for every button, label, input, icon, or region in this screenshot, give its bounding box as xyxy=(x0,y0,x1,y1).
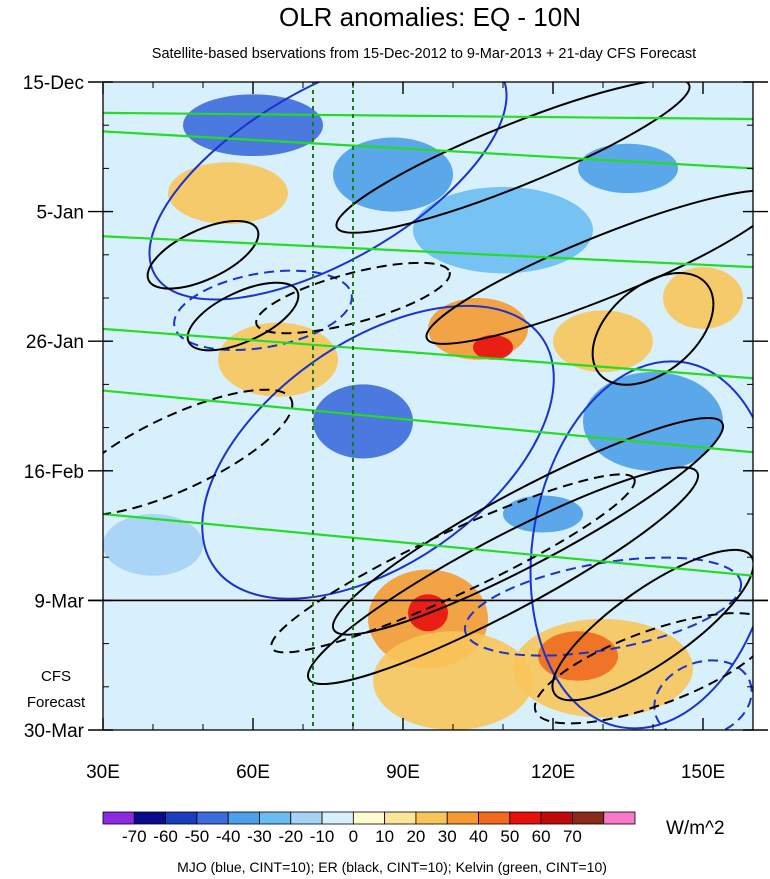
colorbar-label: 30 xyxy=(438,827,457,846)
er-contour xyxy=(591,272,715,386)
colorbar-label: -50 xyxy=(185,827,210,846)
er-contour xyxy=(146,219,260,290)
y-tick-label: 16-Feb xyxy=(24,462,84,483)
colorbar-label: -20 xyxy=(278,827,303,846)
colorbar-swatch xyxy=(290,811,323,825)
kelvin-contour xyxy=(103,327,753,380)
colorbar-label: -40 xyxy=(216,827,241,846)
kelvin-contour xyxy=(103,512,753,577)
er-contour xyxy=(186,281,300,352)
er-contour xyxy=(103,388,294,516)
anomaly-blob xyxy=(473,335,513,360)
y-tick-label: 26-Jan xyxy=(26,332,84,353)
y-axis: 15-Dec 5-Jan 26-Jan 16-Feb 9-Mar 30-Mar xyxy=(23,73,768,742)
chart-subtitle: Satellite-based bservations from 15-Dec-… xyxy=(152,46,696,62)
colorbar-label: -10 xyxy=(310,827,335,846)
anomaly-blob xyxy=(578,143,678,194)
plot-frame xyxy=(102,81,754,731)
er-contour xyxy=(533,612,753,725)
colorbar-swatch xyxy=(540,811,573,825)
kelvin-contour xyxy=(103,130,753,170)
kelvin-contour xyxy=(103,235,753,269)
colorbar-label: -70 xyxy=(122,827,147,846)
colorbar-swatch xyxy=(102,811,135,825)
er-contour xyxy=(306,466,700,686)
colorbar-label: 20 xyxy=(406,827,425,846)
colorbar-label: 60 xyxy=(532,827,551,846)
colorbar-swatch xyxy=(478,811,511,825)
colorbar-swatch xyxy=(227,811,260,825)
colorbar-label: -60 xyxy=(153,827,178,846)
kelvin-contour xyxy=(103,111,753,121)
plot-area xyxy=(103,82,753,730)
kelvin-contour xyxy=(103,389,753,454)
anomaly-blob xyxy=(333,137,453,212)
mjo-contour xyxy=(653,659,753,730)
colorbar-swatch xyxy=(384,811,417,825)
y-tick-label: 5-Jan xyxy=(36,203,84,224)
anomaly-blob xyxy=(103,514,203,576)
forecast-label-line2: Forecast xyxy=(27,694,86,711)
colorbar-swatch xyxy=(196,811,229,825)
colorbar-swatch xyxy=(446,811,479,825)
x-tick-label: 150E xyxy=(681,762,725,783)
anomaly-blob xyxy=(168,162,288,224)
colorbar-swatch xyxy=(509,811,542,825)
anomaly-blob xyxy=(218,322,338,397)
er-contour xyxy=(425,189,753,345)
legend-text: MJO (blue, CINT=10); ER (black, CINT=10)… xyxy=(177,859,607,875)
wave-contours xyxy=(103,82,753,730)
colorbar-swatch xyxy=(352,811,386,825)
colorbar-label: -30 xyxy=(247,827,272,846)
er-contour xyxy=(270,473,636,654)
colorbar-swatch xyxy=(603,811,636,825)
chart-title: OLR anomalies: EQ - 10N xyxy=(279,2,581,32)
colorbar-swatch xyxy=(165,811,198,825)
colorbar-swatch xyxy=(321,811,354,825)
mjo-contour xyxy=(529,360,753,730)
colorbar-swatch xyxy=(259,811,292,825)
colorbar-label: 70 xyxy=(563,827,582,846)
anomaly-blob xyxy=(553,310,653,373)
mjo-contour xyxy=(201,304,555,600)
colorbar-label: 10 xyxy=(375,827,394,846)
y-tick-label: 30-Mar xyxy=(24,721,85,742)
anomaly-blob xyxy=(183,94,323,157)
mjo-contour xyxy=(173,269,353,352)
colorbar-label: 40 xyxy=(469,827,488,846)
anomaly-blob xyxy=(663,267,743,329)
guide-lines xyxy=(312,82,354,730)
x-tick-label: 30E xyxy=(86,762,120,783)
x-tick-label: 60E xyxy=(236,762,270,783)
colorbar-label: 0 xyxy=(349,827,358,846)
colorbar-units: W/m^2 xyxy=(666,818,725,839)
y-tick-label: 9-Mar xyxy=(34,591,84,612)
colorbar-swatch xyxy=(133,811,166,825)
er-contour xyxy=(551,548,753,702)
colorbar-swatch xyxy=(415,811,448,825)
y-tick-label: 15-Dec xyxy=(23,73,84,94)
x-axis: 30E 60E 90E 120E 150E xyxy=(86,82,754,783)
anomaly-blob xyxy=(313,384,413,459)
anomaly-blob xyxy=(373,631,533,730)
colorbar-label: 50 xyxy=(500,827,519,846)
mjo-contour xyxy=(463,556,743,657)
er-contour xyxy=(331,417,725,636)
colorbar-swatch xyxy=(572,811,605,825)
colorbar: -70 -60 -50 -40 -30 -20 -10 0 10 20 30 40 50 60 70 xyxy=(102,811,636,846)
x-tick-label: 120E xyxy=(531,762,575,783)
x-tick-label: 90E xyxy=(386,762,420,783)
forecast-label-line1: CFS xyxy=(41,668,71,685)
er-contour xyxy=(335,82,691,234)
